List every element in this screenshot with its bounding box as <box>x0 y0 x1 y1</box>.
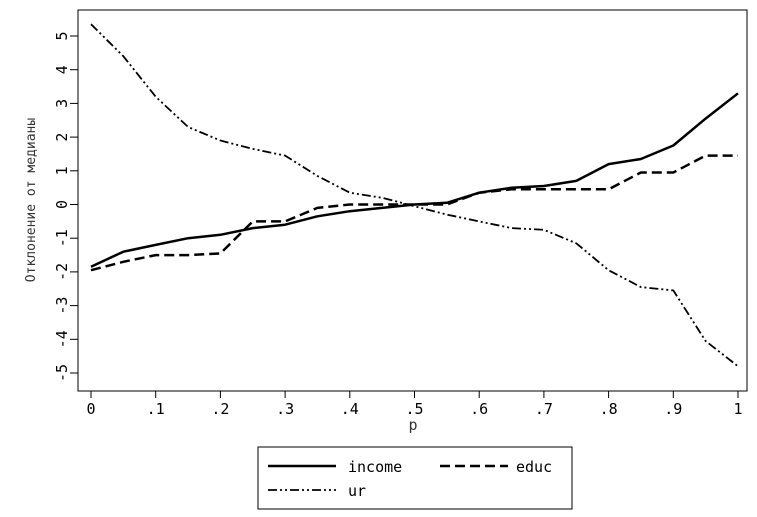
series-line-ur <box>90 23 739 368</box>
legend: income educ ur <box>257 446 573 510</box>
x-axis: 0 .1 .2 .3 .4 .5 .6 .7 .8 .9 1 <box>86 391 743 418</box>
x-tick-label: .2 <box>211 400 229 418</box>
series-line-educ <box>90 154 738 272</box>
y-tick-label: -5 <box>53 364 71 382</box>
x-tick-label: 0 <box>86 400 95 418</box>
y-tick-label: -4 <box>53 330 71 348</box>
y-tick-label: -2 <box>53 263 71 281</box>
y-tick-label: -3 <box>53 297 71 315</box>
x-tick-label: .1 <box>147 400 165 418</box>
legend-label-income: income <box>348 458 402 476</box>
series-line-income <box>90 92 739 268</box>
y-tick-label: 1 <box>53 166 71 175</box>
y-tick-label: 3 <box>53 99 71 108</box>
x-tick-label: .3 <box>276 400 294 418</box>
x-tick-label: 1 <box>733 400 742 418</box>
y-axis-title: Отклонение от медианы <box>24 118 39 283</box>
y-axis: 5 4 3 2 1 0 -1 -2 -3 -4 -5 <box>53 31 78 382</box>
legend-label-educ: educ <box>516 458 552 476</box>
x-tick-label: .9 <box>664 400 682 418</box>
y-tick-label: 5 <box>53 31 71 40</box>
y-tick-label: 4 <box>53 65 71 74</box>
x-tick-label: .5 <box>405 400 423 418</box>
x-tick-label: .7 <box>535 400 553 418</box>
series-group <box>90 23 739 368</box>
x-tick-label: .4 <box>341 400 359 418</box>
x-axis-title: p <box>408 416 417 434</box>
x-tick-label: .6 <box>470 400 488 418</box>
x-tick-label: .8 <box>600 400 618 418</box>
plot-frame <box>77 9 748 392</box>
y-tick-label: 2 <box>53 133 71 142</box>
legend-label-ur: ur <box>348 482 366 500</box>
y-tick-label: 0 <box>53 200 71 209</box>
legend-box <box>257 446 573 510</box>
y-tick-label: -1 <box>53 229 71 247</box>
